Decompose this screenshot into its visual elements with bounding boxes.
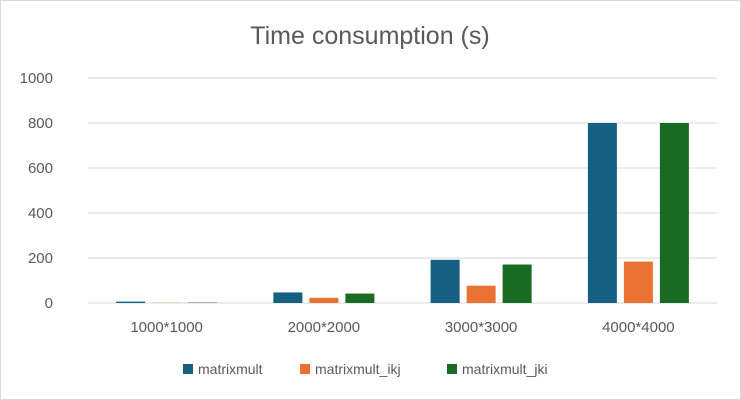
legend-swatch-matrixmult_jki xyxy=(447,364,457,374)
bar-matrixmult-4000*4000 xyxy=(587,123,617,303)
legend-swatch-matrixmult_ikj xyxy=(300,364,310,374)
bars xyxy=(116,123,689,303)
y-axis-tick-labels: 0 200 400 600 800 1000 xyxy=(20,70,53,312)
legend-label-matrixmult_ikj: matrixmult_ikj xyxy=(315,361,401,377)
bar-matrixmult_ikj-4000*4000 xyxy=(623,261,653,303)
y-tick-label: 0 xyxy=(45,295,53,312)
x-tick-label: 4000*4000 xyxy=(602,319,675,336)
bar-matrixmult-2000*2000 xyxy=(273,292,303,303)
x-tick-label: 2000*2000 xyxy=(288,319,361,336)
bar-matrixmult_jki-2000*2000 xyxy=(345,293,375,303)
x-tick-label: 1000*1000 xyxy=(130,319,203,336)
bar-matrixmult_ikj-3000*3000 xyxy=(466,285,496,303)
y-tick-label: 1000 xyxy=(20,70,53,87)
bar-matrixmult_jki-4000*4000 xyxy=(659,123,689,303)
y-tick-label: 800 xyxy=(28,115,53,132)
bar-matrixmult_ikj-2000*2000 xyxy=(309,297,339,303)
legend-label-matrixmult: matrixmult xyxy=(198,361,263,377)
chart-title: Time consumption (s) xyxy=(250,22,489,50)
y-tick-label: 400 xyxy=(28,205,53,222)
x-tick-label: 3000*3000 xyxy=(445,319,518,336)
bar-matrixmult-3000*3000 xyxy=(430,259,460,303)
y-tick-label: 200 xyxy=(28,250,53,267)
legend-swatch-matrixmult xyxy=(183,364,193,374)
bar-matrixmult_jki-3000*3000 xyxy=(502,264,532,303)
legend-label-matrixmult_jki: matrixmult_jki xyxy=(462,361,548,377)
y-tick-label: 600 xyxy=(28,160,53,177)
x-axis-tick-labels: 1000*1000 2000*2000 3000*3000 4000*4000 xyxy=(130,319,674,336)
legend: matrixmult matrixmult_ikj matrixmult_jki xyxy=(183,361,548,377)
bar-matrixmult-1000*1000 xyxy=(116,301,146,303)
gridlines xyxy=(88,77,717,304)
